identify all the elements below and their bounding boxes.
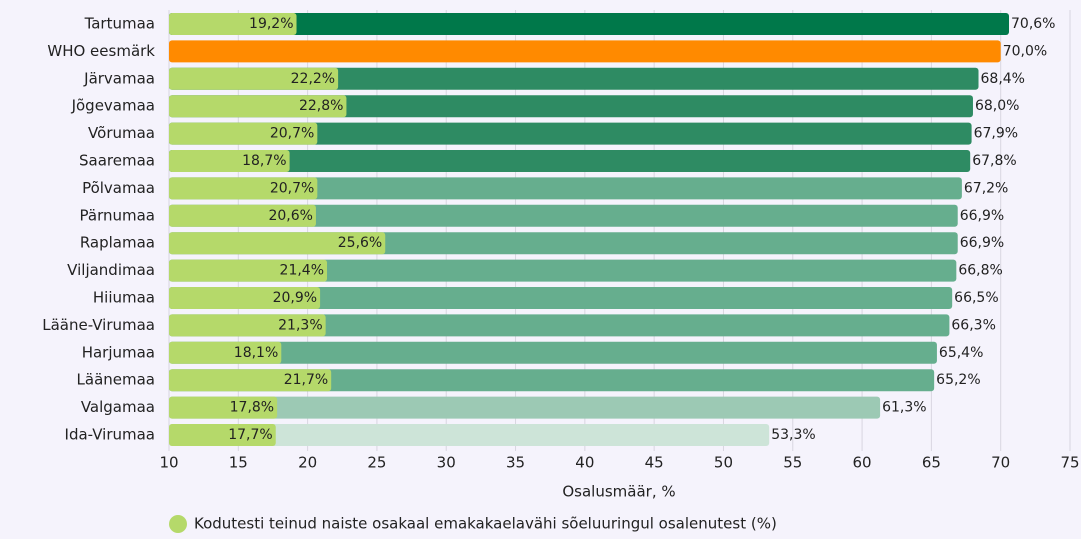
x-tick-label: 15 xyxy=(229,454,248,472)
bar xyxy=(169,424,770,446)
x-tick-label: 70 xyxy=(991,454,1010,472)
value-label: 66,8% xyxy=(958,263,1002,279)
bar xyxy=(169,424,276,446)
bar xyxy=(169,95,973,118)
bar xyxy=(169,40,1001,63)
x-tick-label: 40 xyxy=(575,454,594,472)
value-label: 67,8% xyxy=(972,153,1016,169)
value-label: 19,2% xyxy=(249,16,293,32)
bar xyxy=(169,13,1010,35)
x-axis-title: Osalusmäär, % xyxy=(562,483,675,501)
value-label: 70,6% xyxy=(1011,16,1055,32)
bar xyxy=(169,259,957,282)
bar xyxy=(169,396,278,419)
bar xyxy=(169,287,953,309)
value-label: 65,4% xyxy=(939,345,983,361)
x-tick-label: 50 xyxy=(714,454,733,472)
value-label: 66,5% xyxy=(954,290,998,306)
bar xyxy=(169,341,282,364)
value-label: 21,7% xyxy=(284,372,328,388)
bar xyxy=(169,341,937,364)
value-label: 18,1% xyxy=(234,345,278,361)
bar xyxy=(169,122,972,145)
bar xyxy=(169,204,316,227)
value-label: 22,2% xyxy=(291,71,335,87)
bar xyxy=(169,150,971,172)
bar xyxy=(169,259,328,282)
value-label: 66,9% xyxy=(960,208,1004,224)
category-label: Läänemaa xyxy=(77,371,155,389)
category-label: Valgamaa xyxy=(81,398,155,416)
legend-label: Kodutesti teinud naiste osakaal emakakae… xyxy=(194,515,777,533)
value-label: 20,7% xyxy=(270,126,314,142)
value-label: 17,8% xyxy=(230,400,274,416)
category-label: Saaremaa xyxy=(79,152,155,170)
bar xyxy=(169,67,979,90)
bar xyxy=(169,204,958,227)
category-label: Hiiumaa xyxy=(93,289,155,307)
category-label: WHO eesmärk xyxy=(47,42,155,60)
value-label: 61,3% xyxy=(882,400,926,416)
x-tick-label: 25 xyxy=(367,454,386,472)
category-label: Jõgevamaa xyxy=(71,97,155,115)
value-label: 18,7% xyxy=(242,153,286,169)
category-label: Võrumaa xyxy=(88,124,155,142)
bar xyxy=(169,177,962,200)
bar xyxy=(169,314,326,337)
value-label: 67,2% xyxy=(964,180,1008,196)
x-tick-label: 55 xyxy=(783,454,802,472)
value-label: 25,6% xyxy=(338,235,382,251)
category-label: Ida-Virumaa xyxy=(65,426,155,444)
bar xyxy=(169,150,290,172)
value-label: 67,9% xyxy=(974,126,1018,142)
value-label: 66,3% xyxy=(951,317,995,333)
x-tick-label: 35 xyxy=(506,454,525,472)
category-label: Viljandimaa xyxy=(67,261,155,279)
x-tick-label: 45 xyxy=(645,454,664,472)
category-label: Tartumaa xyxy=(84,15,155,33)
category-label: Põlvamaa xyxy=(82,179,155,197)
category-label: Harjumaa xyxy=(82,343,155,361)
x-tick-label: 75 xyxy=(1060,454,1079,472)
category-label: Pärnumaa xyxy=(80,206,155,224)
x-tick-label: 30 xyxy=(437,454,456,472)
bar xyxy=(169,232,386,255)
bar xyxy=(169,122,318,145)
value-label: 68,0% xyxy=(975,98,1019,114)
bar xyxy=(169,13,297,35)
value-label: 20,7% xyxy=(270,180,314,196)
value-label: 21,4% xyxy=(280,263,324,279)
value-label: 65,2% xyxy=(936,372,980,388)
value-label: 53,3% xyxy=(771,427,815,443)
bar xyxy=(169,369,935,392)
value-label: 17,7% xyxy=(228,427,272,443)
value-label: 22,8% xyxy=(299,98,343,114)
bar xyxy=(169,287,321,309)
bar xyxy=(169,67,339,90)
bar xyxy=(169,177,318,200)
x-tick-label: 65 xyxy=(922,454,941,472)
value-label: 20,9% xyxy=(273,290,317,306)
bar xyxy=(169,95,347,118)
value-label: 21,3% xyxy=(278,317,322,333)
value-label: 66,9% xyxy=(960,235,1004,251)
bar xyxy=(169,396,881,419)
x-tick-label: 20 xyxy=(298,454,317,472)
bar xyxy=(169,314,950,337)
value-label: 70,0% xyxy=(1003,43,1047,59)
bar xyxy=(169,369,332,392)
legend-swatch xyxy=(169,515,187,533)
category-label: Lääne-Virumaa xyxy=(42,316,155,334)
value-label: 20,6% xyxy=(268,208,312,224)
category-label: Raplamaa xyxy=(80,234,155,252)
value-label: 68,4% xyxy=(981,71,1025,87)
x-tick-label: 10 xyxy=(159,454,178,472)
category-label: Järvamaa xyxy=(83,69,155,87)
x-tick-label: 60 xyxy=(853,454,872,472)
